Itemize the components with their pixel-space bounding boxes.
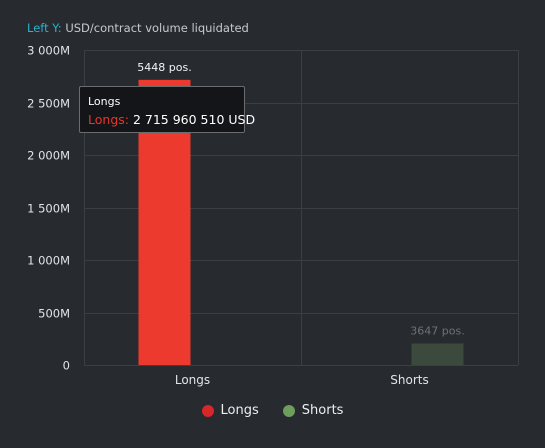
y-tick-label: 1 000M — [27, 254, 70, 268]
data-label: 3647 pos. — [410, 324, 464, 337]
axis-caption-label: USD/contract volume liquidated — [65, 21, 249, 35]
tooltip-series-name: Longs: — [88, 112, 129, 127]
tooltip-title: Longs — [88, 95, 121, 108]
x-tick-label: Longs — [175, 373, 210, 387]
legend-label-shorts: Shorts — [301, 403, 344, 418]
data-label: 5448 pos. — [137, 61, 191, 74]
y-tick-label: 3 000M — [27, 44, 70, 58]
bar-chart: 0 500M 1 000M 1 500M 2 000M 2 500M 3 000M Longs… — [27, 44, 519, 387]
legend-dot-longs — [201, 404, 214, 417]
y-tick-label: 2 000M — [27, 149, 70, 163]
y-tick-label: 2 500M — [27, 97, 70, 111]
legend-label-longs: Longs — [220, 403, 259, 418]
axis-caption-prefix: Left Y: — [27, 21, 62, 35]
tooltip-value: 2 715 960 510 USD — [132, 112, 256, 127]
left-y-axis-caption: Left Y: USD/contract volume liquidated — [27, 21, 249, 35]
legend-item-longs[interactable]: Longs — [201, 403, 259, 418]
y-tick-label: 500M — [38, 307, 70, 321]
legend: Longs Shorts — [0, 403, 545, 418]
legend-item-shorts[interactable]: Shorts — [282, 403, 344, 418]
legend-dot-shorts — [282, 404, 295, 417]
y-tick-label: 0 — [63, 359, 70, 373]
tooltip: Longs Longs: 2 715 960 510 USD — [79, 86, 255, 133]
tooltip-row: Longs: 2 715 960 510 USD — [88, 111, 255, 129]
x-tick-label: Shorts — [390, 373, 428, 387]
bar-shorts — [411, 343, 464, 365]
y-tick-label: 1 500M — [27, 202, 70, 216]
